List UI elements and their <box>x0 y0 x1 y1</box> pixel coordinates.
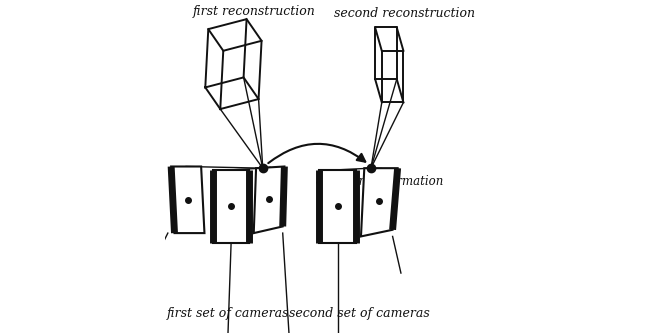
Polygon shape <box>171 166 205 233</box>
Text: affine transformation: affine transformation <box>316 175 444 188</box>
Polygon shape <box>319 170 356 243</box>
Text: first set of cameras: first set of cameras <box>167 306 289 320</box>
Text: second set of cameras: second set of cameras <box>289 306 430 320</box>
Polygon shape <box>254 166 285 233</box>
Polygon shape <box>213 170 250 243</box>
Text: first reconstruction: first reconstruction <box>193 5 316 18</box>
Text: second reconstruction: second reconstruction <box>334 7 475 20</box>
Polygon shape <box>361 168 398 236</box>
FancyArrowPatch shape <box>268 144 365 163</box>
